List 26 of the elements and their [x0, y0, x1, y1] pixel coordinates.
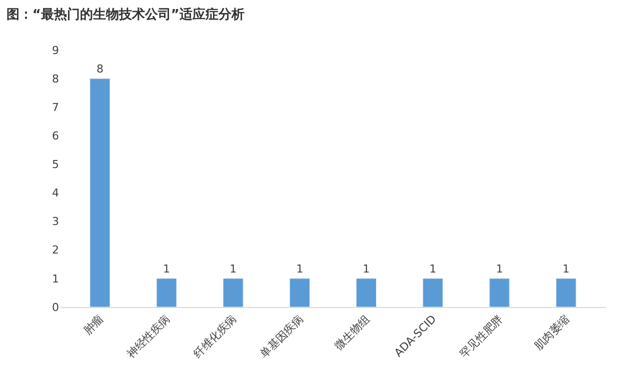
chart-title: 图：“最热门的生物技术公司”适应症分析: [6, 6, 244, 23]
y-tick-label: 3: [52, 215, 59, 228]
data-label: 1: [230, 262, 237, 276]
y-tick-label: 6: [52, 130, 59, 143]
y-tick-label: 0: [52, 300, 59, 314]
y-tick-label: 9: [52, 44, 59, 57]
data-label: 8: [96, 62, 104, 76]
data-label: 1: [362, 262, 370, 276]
x-tick-label: 肌肉萎缩: [532, 312, 572, 353]
y-tick-label: 7: [52, 100, 59, 114]
y-tick-label: 4: [52, 186, 59, 200]
x-tick-label: 肿瘤: [81, 312, 106, 338]
data-label: 1: [429, 262, 436, 276]
data-label: 1: [296, 262, 304, 276]
data-label: 1: [562, 262, 570, 276]
x-tick-label: 纤维化疾病: [191, 312, 240, 361]
x-tick-label: 神经性疾病: [124, 312, 173, 361]
data-label: 1: [163, 262, 170, 276]
y-tick-label: 8: [52, 72, 59, 86]
x-tick-label: 单基因疾病: [258, 312, 306, 361]
x-tick-label: 微生物组: [332, 312, 372, 353]
y-tick-label: 2: [52, 244, 59, 257]
y-tick-label: 1: [52, 272, 59, 286]
x-tick-label: 罕见性肥胖: [457, 312, 506, 361]
y-tick-label: 5: [52, 158, 59, 172]
data-label: 1: [496, 262, 503, 276]
